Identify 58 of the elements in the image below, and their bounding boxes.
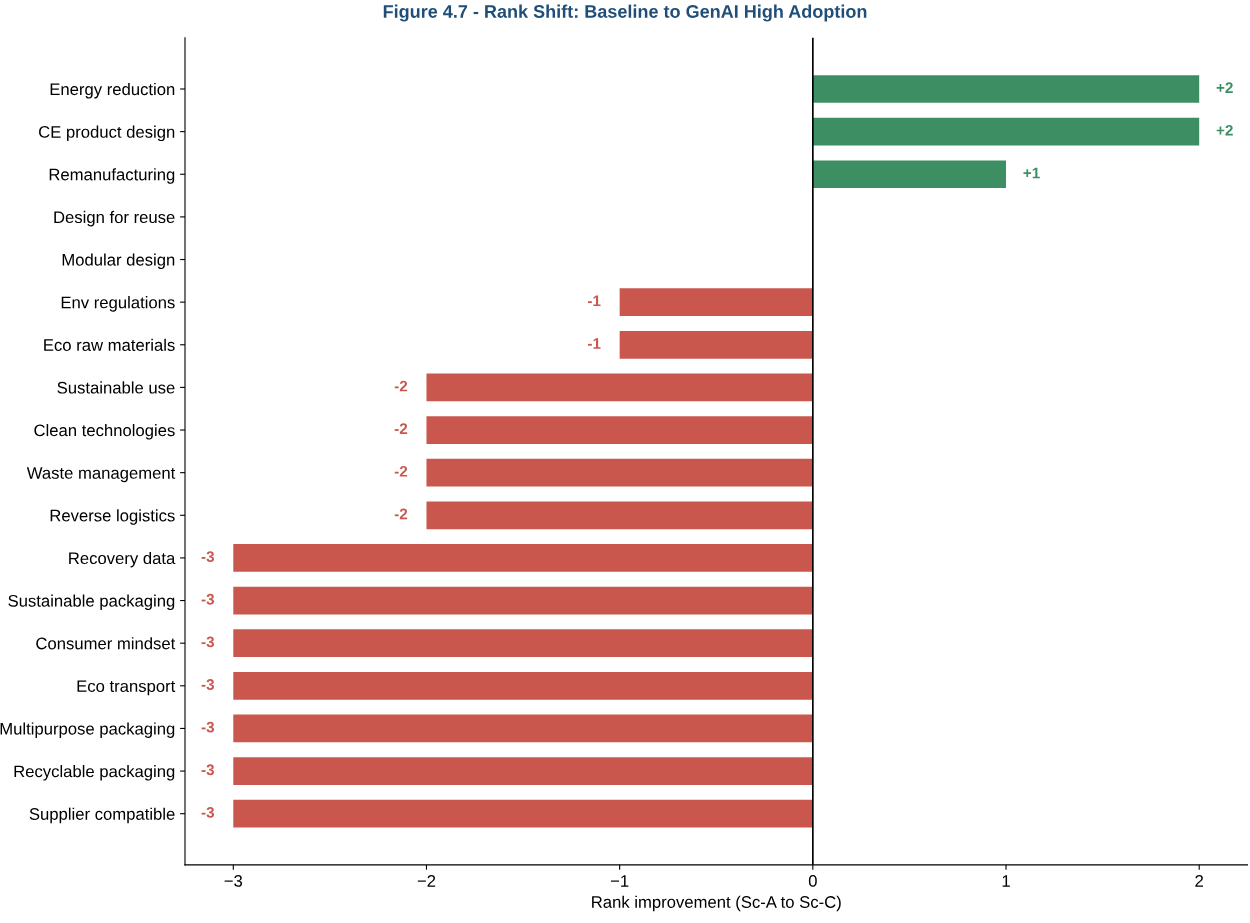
bar xyxy=(233,714,813,743)
y-tick-label: Sustainable use xyxy=(57,381,175,394)
data-label: -3 xyxy=(201,679,215,690)
data-label: -3 xyxy=(201,806,215,818)
data-label: -3 xyxy=(201,636,215,648)
y-tick-label: Eco raw materials xyxy=(44,338,175,351)
data-label: -3 xyxy=(201,721,215,733)
y-tick-label: Multipurpose packaging xyxy=(0,722,175,738)
bar xyxy=(233,544,813,572)
y-tick-label: Waste management xyxy=(26,467,176,483)
bar xyxy=(619,330,813,359)
data-label: +2 xyxy=(1216,124,1233,136)
x-tick-label: −3 xyxy=(224,875,243,887)
y-tick-label: CE product design xyxy=(39,125,175,142)
y-tick-label: Remanufacturing xyxy=(49,168,175,184)
bar xyxy=(233,629,813,658)
x-axis-title: Rank improvement (Sc-A to Sc-C) xyxy=(592,895,841,912)
x-tick-label: 2 xyxy=(1195,875,1203,887)
chart-title: Figure 4.7 - Rank Shift: Baseline to GenAI High Adoption xyxy=(383,4,867,22)
data-label: -1 xyxy=(587,338,601,349)
x-tick-label: −2 xyxy=(417,875,436,887)
data-label: -2 xyxy=(394,380,408,392)
y-tick-label: Sustainable packaging xyxy=(8,594,175,611)
bar xyxy=(233,671,813,700)
data-label: -2 xyxy=(394,508,408,520)
bar xyxy=(812,117,1200,146)
y-tick-label: Reverse logistics xyxy=(50,509,175,525)
bar xyxy=(619,288,813,316)
data-label: +1 xyxy=(1023,167,1040,179)
y-tick-label: Recyclable packaging xyxy=(14,765,175,781)
bar xyxy=(426,373,813,402)
data-label: -1 xyxy=(587,295,601,307)
y-tick-label: Modular design xyxy=(62,253,175,270)
data-label: +2 xyxy=(1216,82,1233,93)
x-tick-label: 0 xyxy=(808,875,817,887)
bar xyxy=(233,799,813,828)
y-tick-label: Consumer mindset xyxy=(36,637,176,650)
data-label: -3 xyxy=(201,593,215,605)
y-tick-label: Env regulations xyxy=(61,296,175,312)
y-tick-label: Eco transport xyxy=(77,680,176,696)
y-tick-label: Energy reduction xyxy=(50,82,175,99)
y-tick-label: Recovery data xyxy=(69,551,176,568)
bar xyxy=(233,586,813,615)
bar xyxy=(812,160,1007,189)
bar xyxy=(812,75,1200,103)
data-label: -3 xyxy=(201,764,215,776)
y-tick-label: Design for reuse xyxy=(54,210,175,227)
data-label: -2 xyxy=(394,423,408,434)
x-tick-label: 1 xyxy=(1002,875,1010,887)
y-tick-label: Clean technologies xyxy=(34,423,175,440)
bar xyxy=(426,458,813,487)
bar xyxy=(426,501,813,530)
x-tick-label: −1 xyxy=(610,875,629,887)
data-label: -3 xyxy=(201,551,215,563)
data-label: -2 xyxy=(394,465,408,477)
bar xyxy=(426,416,813,444)
bar xyxy=(233,757,813,785)
y-tick-label: Supplier compatible xyxy=(29,807,175,824)
